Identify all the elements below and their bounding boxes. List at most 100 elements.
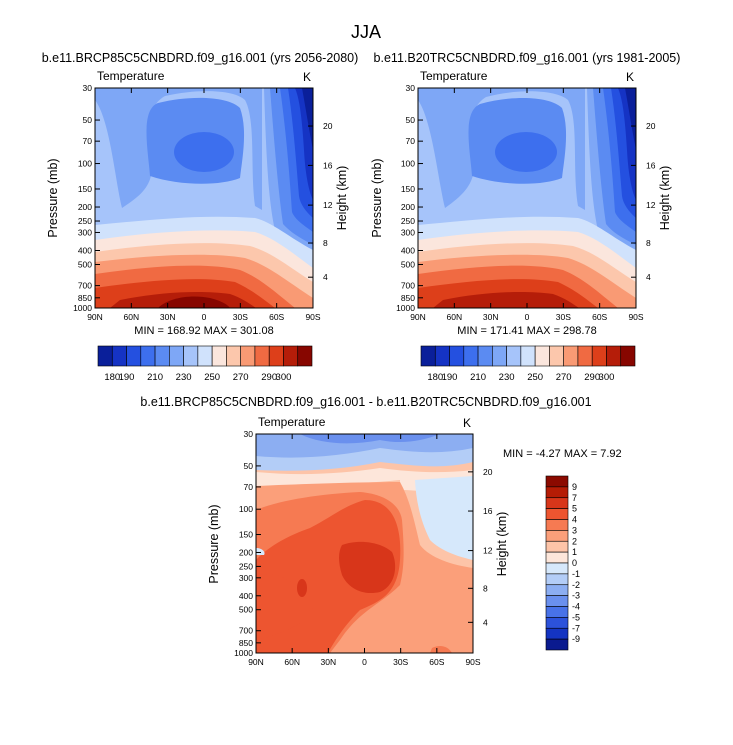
panel-present-field-label: Temperature bbox=[420, 69, 488, 83]
pressure-tick-label: 70 bbox=[406, 136, 416, 146]
height-tick-label: 12 bbox=[323, 200, 333, 210]
colorbar-swatch bbox=[620, 345, 636, 367]
panel-future-title: b.e11.BRCP85C5CNBDRD.f09_g16.001 (yrs 20… bbox=[42, 51, 359, 65]
panel-present-axes: 90N 60N 30N 0 30S 60S 90S 30 50 70 100 150 200 250300… bbox=[396, 83, 656, 322]
colorbar-label: 300 bbox=[599, 372, 615, 383]
x-tick-label: 30N bbox=[321, 657, 337, 667]
colorbar-label: 290 bbox=[584, 372, 600, 383]
panel-difference-contour-field bbox=[256, 434, 473, 653]
x-tick-label: 60S bbox=[429, 657, 444, 667]
colorbar-swatch bbox=[226, 345, 241, 367]
height-tick-label: 4 bbox=[646, 272, 651, 282]
colorbar-swatch bbox=[545, 486, 569, 499]
pressure-tick-label: 300 bbox=[239, 573, 253, 583]
colorbar-label: 190 bbox=[442, 372, 458, 383]
colorbar-label: 230 bbox=[499, 372, 515, 383]
colorbar-label: -2 bbox=[572, 580, 580, 590]
colorbar-swatch bbox=[606, 345, 622, 367]
colorbar-label: 270 bbox=[556, 372, 572, 383]
colorbar-label: -3 bbox=[572, 591, 580, 601]
pressure-tick-label: 30 bbox=[244, 429, 254, 439]
colorbar-swatch bbox=[577, 345, 593, 367]
height-tick-label: 16 bbox=[483, 506, 493, 516]
pressure-tick-label: 1000 bbox=[234, 648, 253, 658]
height-tick-label: 8 bbox=[646, 238, 651, 248]
colorbar-swatch bbox=[534, 345, 550, 367]
colorbar-swatch bbox=[463, 345, 479, 367]
pressure-tick-label: 400 bbox=[78, 246, 92, 256]
colorbar-label: 250 bbox=[204, 372, 220, 383]
pressure-tick-label: 100 bbox=[78, 159, 92, 169]
height-tick-label: 8 bbox=[483, 583, 488, 593]
colorbar-swatch bbox=[183, 345, 199, 367]
x-tick-label: 60N bbox=[124, 312, 140, 322]
x-tick-label: 90S bbox=[628, 312, 643, 322]
x-tick-label: 30N bbox=[483, 312, 499, 322]
colorbar-swatch bbox=[545, 573, 569, 586]
colorbar-swatch bbox=[283, 345, 299, 367]
colorbar-swatch bbox=[545, 562, 569, 575]
colorbar-label: 230 bbox=[176, 372, 192, 383]
colorbar-label: 2 bbox=[572, 536, 577, 546]
colorbar-swatch bbox=[297, 345, 313, 367]
panel-difference-minmax: MIN = -4.27 MAX = 7.92 bbox=[503, 448, 622, 460]
panel-present-ylabel-right: Height (km) bbox=[658, 166, 672, 231]
x-tick-label: 60N bbox=[447, 312, 463, 322]
pressure-tick-label: 30 bbox=[406, 83, 416, 93]
x-tick-label: 30N bbox=[160, 312, 176, 322]
colorbar-swatch bbox=[545, 638, 569, 651]
panel-future-contour-field bbox=[95, 88, 313, 308]
figure-title: JJA bbox=[351, 22, 381, 42]
colorbar-swatch bbox=[126, 345, 142, 367]
pressure-tick-label: 150 bbox=[401, 184, 415, 194]
colorbar-label: 4 bbox=[572, 515, 577, 525]
colorbar-swatch bbox=[169, 345, 184, 367]
colorbar-label: -7 bbox=[572, 623, 580, 633]
pressure-tick-label: 500 bbox=[78, 260, 92, 270]
colorbar-swatch bbox=[254, 345, 270, 367]
panel-present-contour-field bbox=[418, 88, 636, 308]
panel-difference-axes: 90N 60N 30N 0 30S 60S 90S 30 50 70 100 150 200 250 300… bbox=[234, 429, 493, 667]
x-tick-label: 90N bbox=[87, 312, 103, 322]
colorbar-swatch bbox=[492, 345, 507, 367]
colorbar-label: 210 bbox=[147, 372, 163, 383]
pressure-tick-label: 300 bbox=[78, 227, 92, 237]
pressure-tick-label: 200 bbox=[78, 202, 92, 212]
colorbar-swatch bbox=[211, 345, 227, 367]
pressure-tick-label: 30 bbox=[83, 83, 93, 93]
x-tick-label: 60S bbox=[592, 312, 607, 322]
height-tick-label: 12 bbox=[483, 546, 493, 556]
x-tick-label: 30S bbox=[233, 312, 248, 322]
colorbar-swatch bbox=[545, 519, 569, 531]
colorbar-swatch bbox=[545, 551, 569, 564]
colorbar-label: 180 bbox=[104, 372, 120, 383]
height-tick-label: 20 bbox=[646, 121, 656, 131]
pressure-tick-label: 150 bbox=[78, 184, 92, 194]
colorbar-swatch bbox=[477, 345, 493, 367]
pressure-tick-label: 100 bbox=[239, 504, 253, 514]
colorbar-swatch bbox=[140, 345, 156, 367]
x-tick-label: 90N bbox=[410, 312, 426, 322]
colorbar-label: 290 bbox=[261, 372, 277, 383]
pressure-tick-label: 850 bbox=[239, 638, 253, 648]
panel-difference-title: b.e11.BRCP85C5CNBDRD.f09_g16.001 - b.e11… bbox=[140, 395, 591, 409]
x-tick-label: 0 bbox=[362, 657, 367, 667]
panel-present-minmax: MIN = 171.41 MAX = 298.78 bbox=[457, 325, 596, 337]
colorbar-swatch bbox=[549, 345, 564, 367]
x-tick-label: 90S bbox=[305, 312, 320, 322]
pressure-tick-label: 500 bbox=[239, 605, 253, 615]
colorbar-label: -1 bbox=[572, 569, 580, 579]
pressure-tick-label: 50 bbox=[83, 115, 93, 125]
pressure-tick-label: 400 bbox=[239, 591, 253, 601]
colorbar-swatch bbox=[420, 345, 436, 367]
colorbar-swatch bbox=[591, 345, 607, 367]
colorbar-label: 5 bbox=[572, 504, 577, 514]
height-tick-label: 20 bbox=[323, 121, 333, 131]
pressure-tick-label: 250 bbox=[239, 561, 253, 571]
colorbar-label: 190 bbox=[119, 372, 135, 383]
height-tick-label: 4 bbox=[323, 272, 328, 282]
colorbar-swatch bbox=[545, 617, 569, 629]
